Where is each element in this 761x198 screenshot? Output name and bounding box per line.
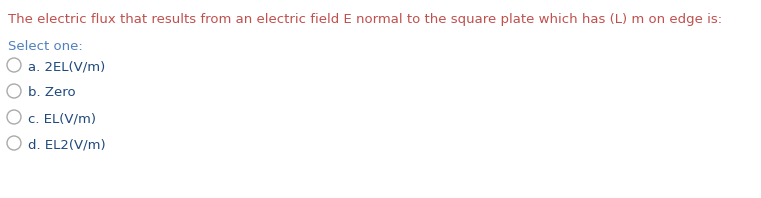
Text: d. EL2(V/m): d. EL2(V/m) [28, 138, 106, 151]
Text: c. EL(V/m): c. EL(V/m) [28, 112, 96, 125]
Text: Select one:: Select one: [8, 40, 83, 53]
Text: The electric flux that results from an electric field E normal to the square pla: The electric flux that results from an e… [8, 13, 722, 26]
Text: b. Zero: b. Zero [28, 86, 75, 99]
Text: a. 2EL(V/m): a. 2EL(V/m) [28, 60, 105, 73]
